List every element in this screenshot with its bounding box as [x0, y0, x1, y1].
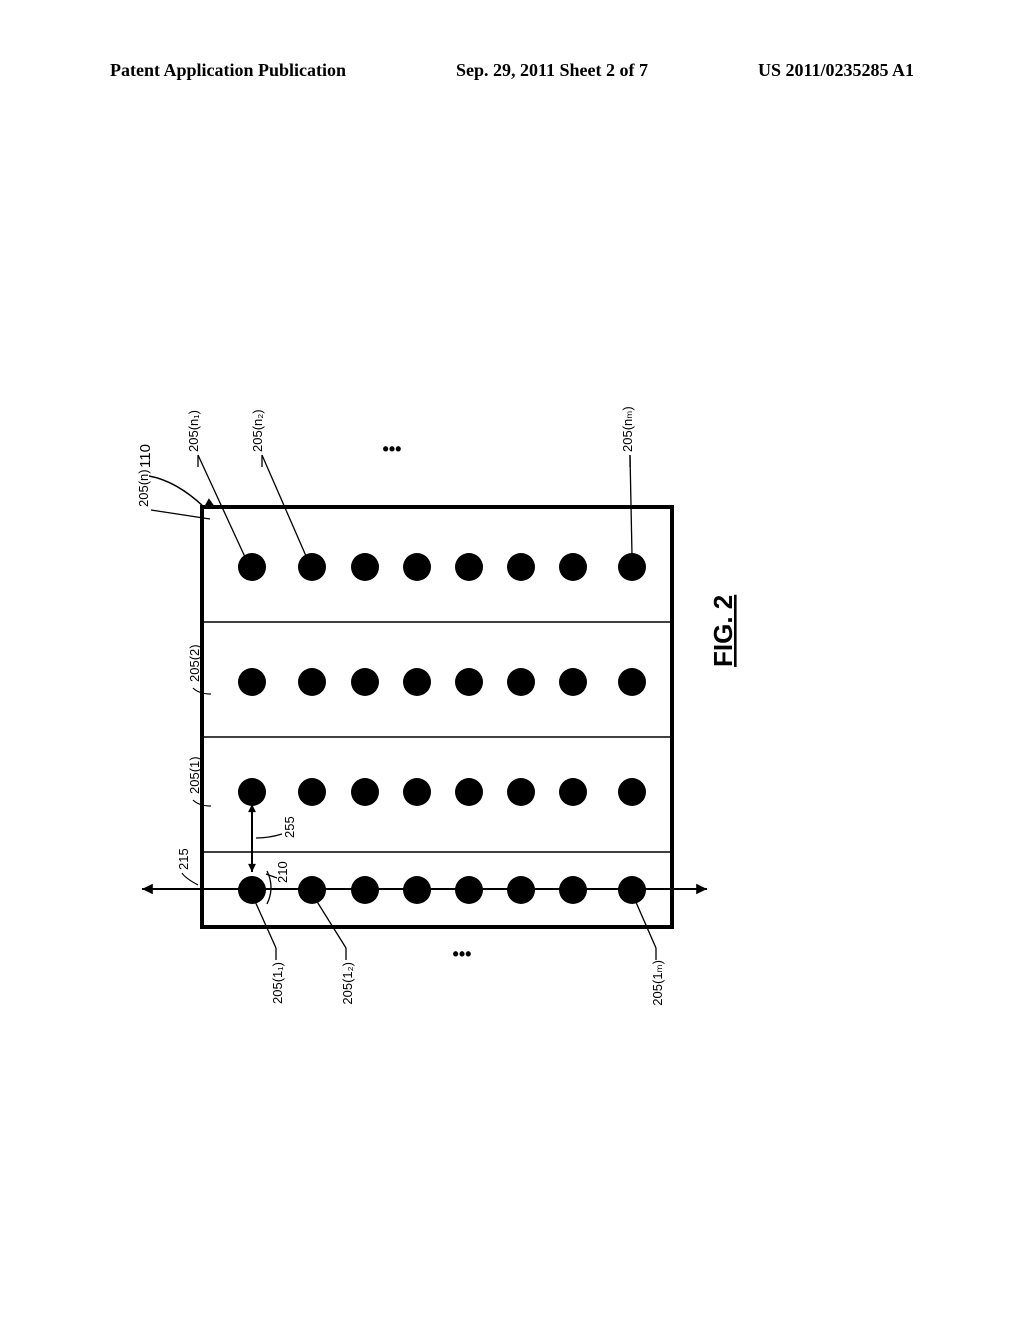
figure-caption: FIG. 2: [708, 595, 738, 667]
svg-text:255: 255: [282, 816, 297, 838]
svg-text:205(n₂): 205(n₂): [250, 409, 265, 452]
reference-labels: 110 215 210 255 205(1) 205(2) 205(n) 205(1₁) 205…: [136, 406, 665, 1005]
chassis-box: [202, 507, 672, 927]
svg-text:205(1): 205(1): [187, 756, 202, 794]
svg-text:205(n₁): 205(n₁): [186, 410, 201, 452]
ref-arrow-110: [149, 476, 214, 507]
svg-text:205(n): 205(n): [136, 469, 151, 507]
ellipsis-right: •••: [383, 439, 402, 459]
svg-text:210: 210: [275, 861, 290, 883]
figure-group: FIG. 2 110 215 210 255 205(1) 205(2) 205(n) 205…: [136, 406, 738, 1005]
page-root: Patent Application Publication Sep. 29, …: [0, 0, 1024, 1320]
svg-text:215: 215: [176, 848, 191, 870]
svg-text:205(1ₘ): 205(1ₘ): [650, 960, 665, 1006]
ellipsis-left: •••: [453, 944, 472, 964]
svg-text:205(1₁): 205(1₁): [270, 962, 285, 1004]
svg-text:205(1₂): 205(1₂): [340, 962, 355, 1005]
svg-text:205(nₘ): 205(nₘ): [620, 406, 635, 452]
figure-svg: FIG. 2 110 215 210 255 205(1) 205(2) 205(n) 205…: [0, 0, 1024, 1320]
svg-text:110: 110: [137, 444, 154, 468]
svg-text:205(2): 205(2): [187, 644, 202, 682]
column-dividers: [202, 622, 672, 852]
